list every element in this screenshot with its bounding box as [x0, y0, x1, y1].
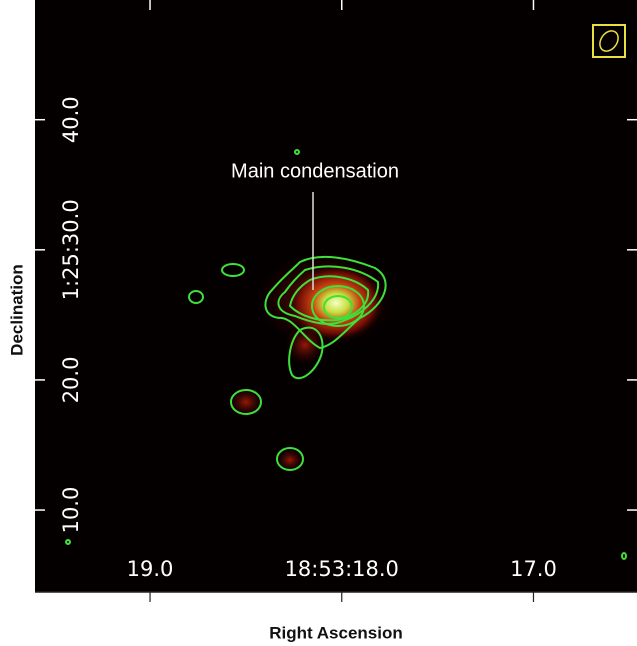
annotation: Main condensation	[231, 160, 399, 182]
y-tick-label: 40.0	[59, 96, 83, 143]
y-tick-label: 20.0	[59, 357, 83, 404]
x-axis-label: Right Ascension	[269, 623, 403, 642]
y-tick-label: 10.0	[59, 487, 83, 534]
chart: Main condensation Right Ascension Declin…	[0, 0, 637, 646]
y-tick-label: 1:25:30.0	[59, 199, 83, 300]
x-tick-label: 17.0	[510, 557, 557, 581]
x-tick-label: 18:53:18.0	[285, 557, 399, 581]
x-tick-label: 19.0	[127, 557, 174, 581]
y-axis-label: Declination	[7, 264, 26, 356]
